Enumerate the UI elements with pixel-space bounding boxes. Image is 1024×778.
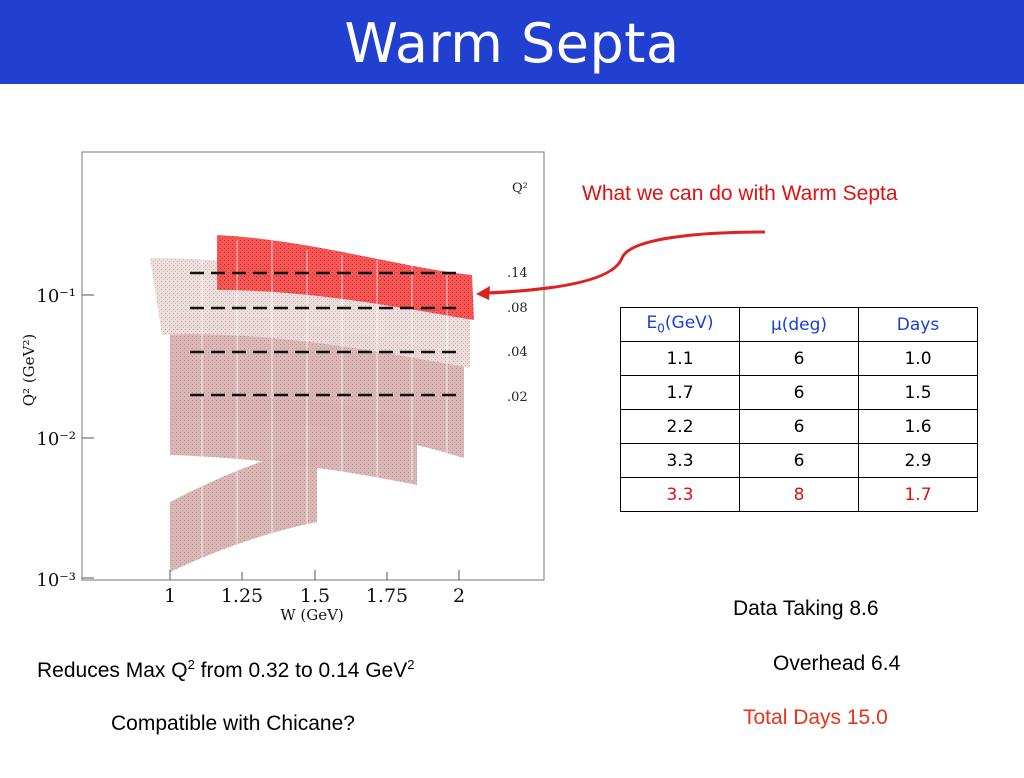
title-bar: Warm Septa bbox=[0, 0, 1024, 84]
cut-label-004: .04 bbox=[507, 345, 528, 360]
header-angle: μ(deg) bbox=[739, 307, 859, 342]
plot-svg: .14 .08 .04 .02 Q² 1 1.25 1.5 1.75 2 bbox=[20, 151, 552, 624]
cut-label-002: .02 bbox=[507, 390, 528, 405]
cell-energy: 2.2 bbox=[620, 409, 740, 444]
band-new-red bbox=[217, 235, 474, 320]
cell-energy: 3.3 bbox=[620, 477, 740, 512]
reduces-middle: from 0.32 to 0.14 GeV bbox=[194, 659, 408, 682]
total-days-note: Total Days 15.0 bbox=[743, 706, 888, 729]
x-axis-title: W (GeV) bbox=[280, 606, 344, 624]
cell-days: 1.5 bbox=[858, 375, 978, 410]
y-tick-10m3: 10⁻³ bbox=[36, 570, 76, 591]
header-energy: E0(GeV) bbox=[620, 307, 740, 342]
cell-angle: 6 bbox=[739, 341, 859, 376]
reduces-prefix: Reduces Max Q bbox=[37, 659, 188, 682]
table-row: 1.1 6 1.0 bbox=[620, 341, 978, 376]
cell-days: 2.9 bbox=[858, 443, 978, 478]
header-days: Days bbox=[858, 307, 978, 342]
x-tick-1-75: 1.75 bbox=[366, 585, 408, 607]
corner-q2-label: Q² bbox=[512, 181, 528, 196]
reduces-sup2: 2 bbox=[407, 657, 415, 672]
y-tick-marks bbox=[82, 294, 94, 579]
table-row: 1.7 6 1.5 bbox=[620, 375, 978, 410]
cell-angle: 6 bbox=[739, 443, 859, 478]
table-header-row: E0(GeV) μ(deg) Days bbox=[620, 307, 978, 342]
kinematics-table: E0(GeV) μ(deg) Days 1.1 6 1.0 1.7 6 1.5 … bbox=[620, 307, 978, 512]
x-tick-1-5: 1.5 bbox=[300, 585, 330, 607]
table-row: 3.3 6 2.9 bbox=[620, 443, 978, 478]
cell-angle: 8 bbox=[739, 477, 859, 512]
cell-days: 1.0 bbox=[858, 341, 978, 376]
callout-caption: What we can do with Warm Septa bbox=[582, 182, 898, 205]
cell-energy: 3.3 bbox=[620, 443, 740, 478]
x-tick-1-25: 1.25 bbox=[221, 585, 263, 607]
table-row-highlighted: 3.3 8 1.7 bbox=[620, 477, 978, 512]
cut-label-014: .14 bbox=[507, 266, 528, 281]
band-lowest bbox=[170, 445, 317, 572]
reduces-sup1: 2 bbox=[187, 657, 195, 672]
cell-days: 1.7 bbox=[858, 477, 978, 512]
x-tick-2: 2 bbox=[453, 585, 465, 607]
x-tick-1: 1 bbox=[164, 585, 176, 607]
cell-energy: 1.7 bbox=[620, 375, 740, 410]
overhead-note: Overhead 6.4 bbox=[773, 652, 901, 675]
cell-days: 1.6 bbox=[858, 409, 978, 444]
cell-angle: 6 bbox=[739, 375, 859, 410]
cell-angle: 6 bbox=[739, 409, 859, 444]
x-tick-marks bbox=[169, 570, 460, 580]
y-tick-10m1: 10⁻¹ bbox=[36, 286, 76, 307]
reduces-note: Reduces Max Q2 from 0.32 to 0.14 GeV2 bbox=[37, 657, 414, 683]
table-row: 2.2 6 1.6 bbox=[620, 409, 978, 444]
y-axis-title: Q² (GeV²) bbox=[20, 334, 38, 407]
q2-vs-w-plot: .14 .08 .04 .02 Q² 1 1.25 1.5 1.75 2 bbox=[12, 140, 552, 630]
slide-title: Warm Septa bbox=[344, 12, 680, 75]
chicane-question: Compatible with Chicane? bbox=[111, 712, 355, 735]
data-taking-note: Data Taking 8.6 bbox=[733, 597, 879, 620]
y-tick-10m2: 10⁻² bbox=[36, 429, 76, 450]
q2-cut-lines bbox=[190, 271, 460, 397]
cut-label-008: .08 bbox=[507, 301, 528, 316]
cell-energy: 1.1 bbox=[620, 341, 740, 376]
